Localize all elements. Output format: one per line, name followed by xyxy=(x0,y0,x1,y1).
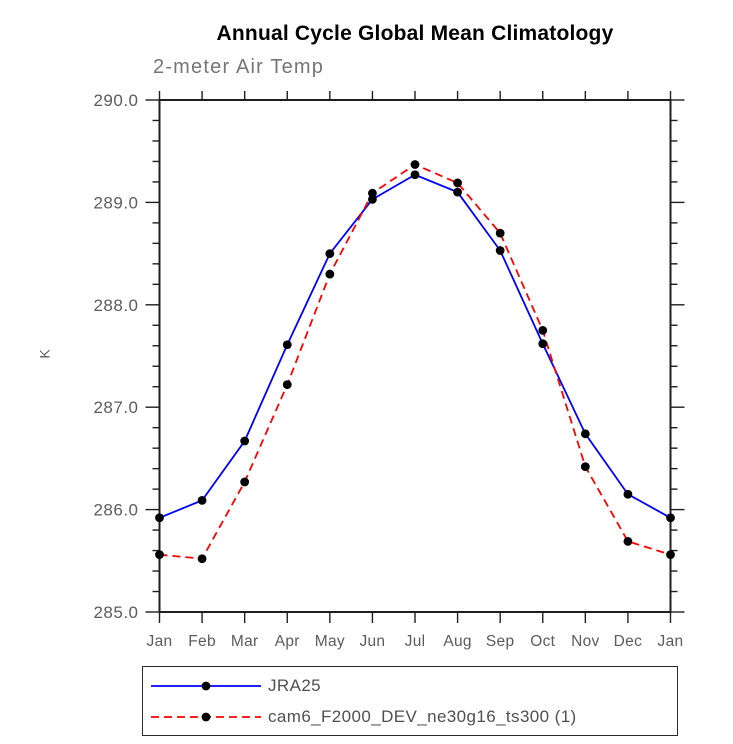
legend-row-cam6: cam6_F2000_DEV_ne30g16_ts300 (1) xyxy=(150,707,677,727)
x-tick-label: Feb xyxy=(188,633,216,650)
x-tick-label: Apr xyxy=(275,633,300,650)
data-point-series-1 xyxy=(155,550,164,560)
data-point-series-0 xyxy=(666,513,675,523)
x-tick-label: Aug xyxy=(443,633,471,650)
data-point-series-0 xyxy=(623,489,633,499)
x-tick-label: Mar xyxy=(231,633,259,650)
chart-subtitle: 2-meter Air Temp xyxy=(153,56,325,78)
data-point-series-1 xyxy=(453,178,462,188)
data-point-series-1 xyxy=(197,554,207,564)
y-tick-label: 286.0 xyxy=(93,501,138,520)
series-line-1 xyxy=(159,163,671,560)
data-point-series-1 xyxy=(325,269,335,279)
y-tick-label: 289.0 xyxy=(93,193,138,212)
y-tick-label: 285.0 xyxy=(93,603,138,622)
data-point-series-0 xyxy=(495,246,505,255)
data-point-series-0 xyxy=(410,170,420,180)
data-point-series-1 xyxy=(368,188,377,198)
data-point-series-0 xyxy=(368,194,377,204)
x-tick-label: May xyxy=(315,633,345,650)
data-point-series-0 xyxy=(453,187,462,197)
data-point-series-1 xyxy=(495,228,505,238)
data-point-series-1 xyxy=(282,380,292,390)
data-point-series-0 xyxy=(197,495,207,505)
data-point-series-1 xyxy=(580,462,590,471)
data-point-series-0 xyxy=(580,429,590,439)
data-point-series-0 xyxy=(538,339,548,349)
data-point-series-0 xyxy=(282,340,292,350)
data-point-series-1 xyxy=(240,477,250,487)
data-point-series-1 xyxy=(538,326,548,335)
x-tick-label: Jul xyxy=(405,633,426,650)
legend-row-jra25: JRA25 xyxy=(150,676,677,696)
x-tick-label: Nov xyxy=(571,633,599,650)
data-point-series-1 xyxy=(410,160,420,169)
legend-line-sample-cam6 xyxy=(151,712,261,721)
legend-label-jra25: JRA25 xyxy=(268,675,322,695)
legend-marker xyxy=(201,712,211,721)
legend-box: JRA25 cam6_F2000_DEV_ne30g16_ts300 (1) xyxy=(142,666,678,736)
legend-marker xyxy=(201,681,211,690)
series-line-0 xyxy=(159,173,671,519)
x-tick-label: Jun xyxy=(359,633,385,650)
y-tick-label: 287.0 xyxy=(93,398,138,417)
y-tick-label: 288.0 xyxy=(93,296,138,315)
legend-label-cam6: cam6_F2000_DEV_ne30g16_ts300 (1) xyxy=(268,706,577,726)
x-tick-label: Jan xyxy=(147,633,173,650)
data-point-series-0 xyxy=(155,513,164,523)
data-point-series-0 xyxy=(325,249,335,258)
x-tick-label: Sep xyxy=(486,633,514,650)
chart-title: Annual Cycle Global Mean Climatology xyxy=(216,22,614,45)
x-tick-label: Jan xyxy=(658,633,684,650)
data-point-series-0 xyxy=(240,436,250,446)
legend-line-sample-jra25 xyxy=(151,681,261,690)
y-tick-label: 290.0 xyxy=(93,91,138,110)
x-tick-label: Dec xyxy=(614,633,642,650)
x-tick-label: Oct xyxy=(530,633,555,650)
data-point-series-1 xyxy=(666,550,675,560)
data-point-series-1 xyxy=(623,536,633,546)
